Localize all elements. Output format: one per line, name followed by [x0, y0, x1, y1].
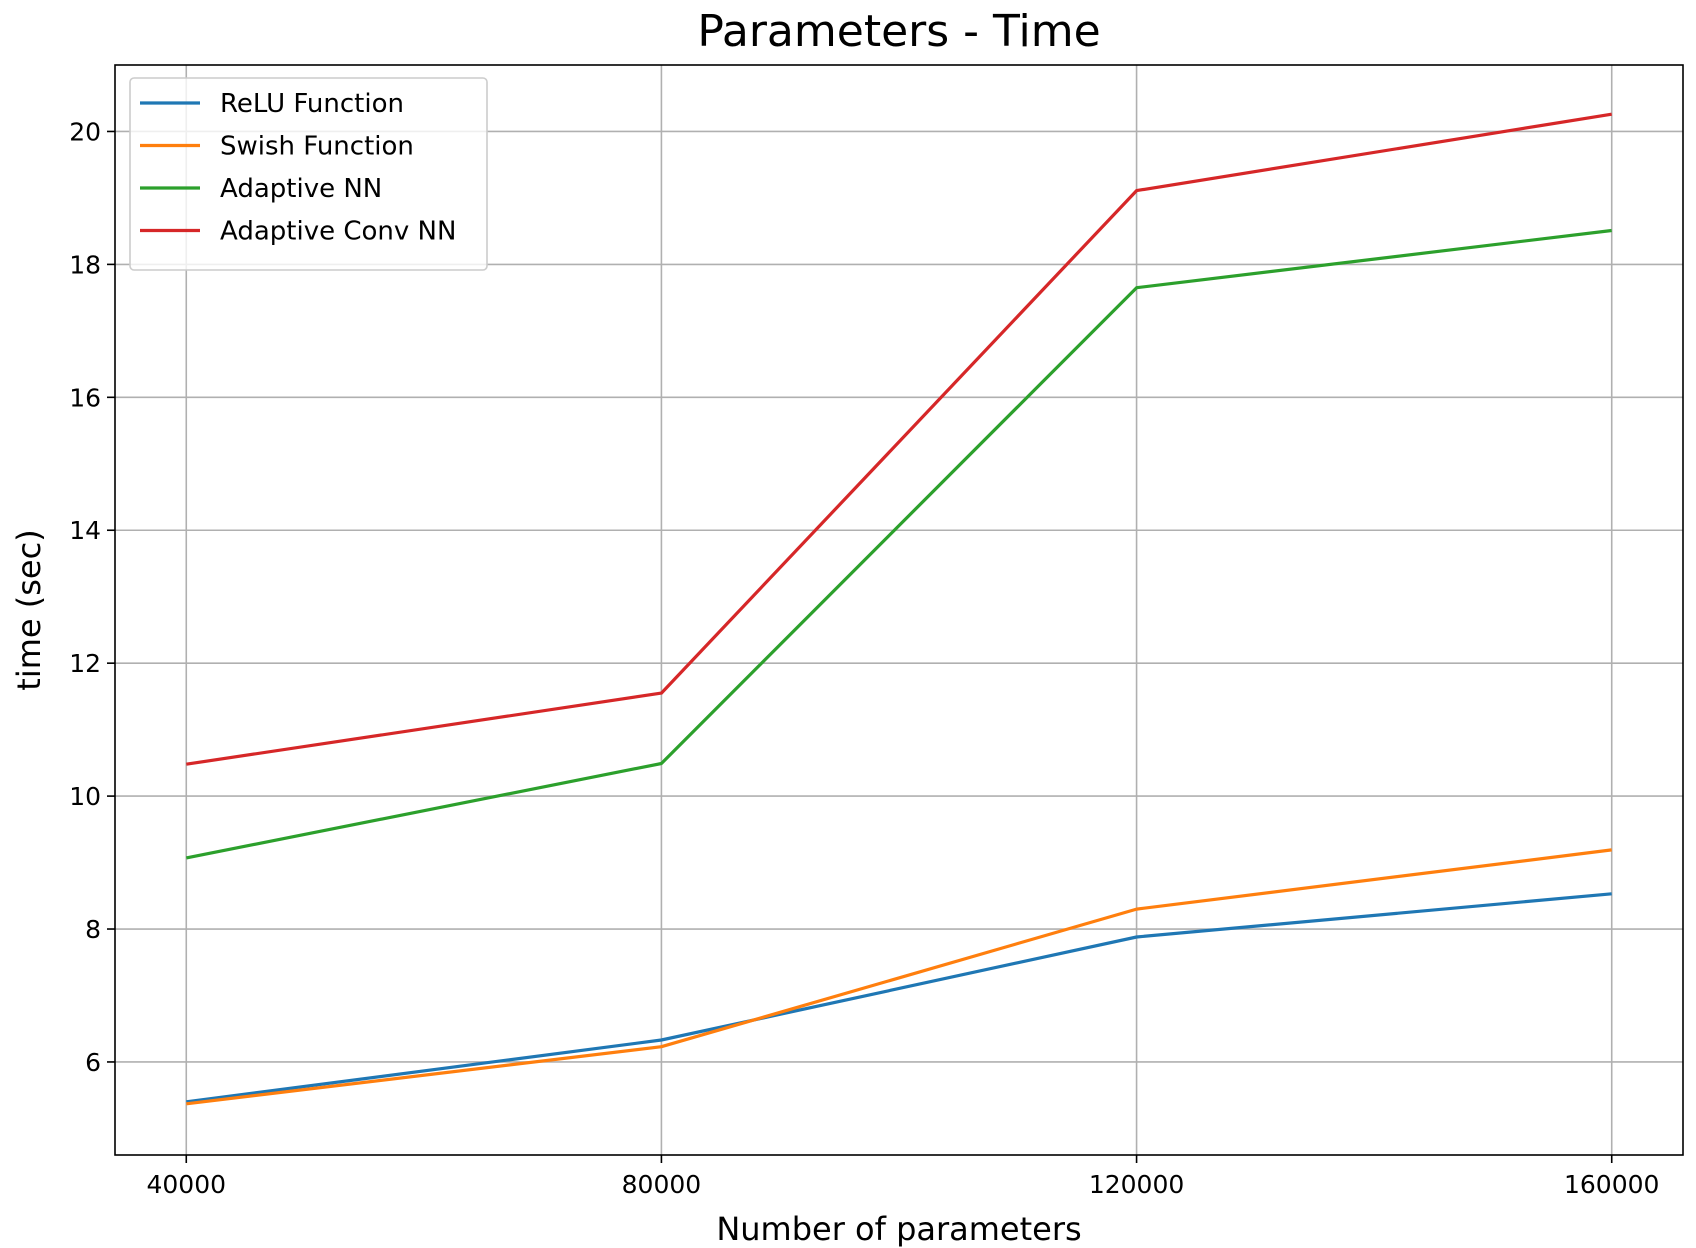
legend-label-adaptive-nn: Adaptive NN	[220, 174, 382, 204]
y-tick-label: 12	[69, 649, 101, 678]
x-tick-label: 120000	[1089, 1170, 1184, 1199]
y-tick-label: 6	[85, 1048, 101, 1077]
x-axis-ticks: 40000 80000 120000 160000	[147, 1155, 1659, 1199]
y-tick-label: 16	[69, 383, 101, 412]
x-tick-label: 40000	[147, 1170, 227, 1199]
y-tick-label: 14	[69, 516, 101, 545]
legend-label-relu-function: ReLU Function	[220, 89, 404, 119]
legend-label-swish-function: Swish Function	[220, 132, 414, 162]
x-axis-label: Number of parameters	[716, 1210, 1081, 1248]
chart-title: Parameters - Time	[697, 6, 1100, 57]
plot-frame	[114, 64, 1684, 1156]
x-tick-label: 80000	[622, 1170, 702, 1199]
y-tick-label: 18	[69, 250, 101, 279]
legend-label-adaptive-conv-nn: Adaptive Conv NN	[220, 217, 456, 247]
series-line-adaptive-conv-nn	[186, 112, 1612, 766]
y-tick-label: 8	[85, 915, 101, 944]
x-tick-label: 160000	[1564, 1170, 1659, 1199]
legend-box	[129, 77, 488, 271]
y-axis-ticks: 6 8 10 12 14 16 18 20	[69, 117, 115, 1077]
y-axis-label: time (sec)	[10, 529, 48, 690]
series-line-relu-function	[186, 892, 1612, 1104]
series-line-adaptive-nn	[185, 228, 1612, 860]
series-lines	[185, 112, 1612, 1106]
y-tick-label: 10	[69, 782, 101, 811]
legend: ReLU Function Swish Function Adaptive NN Ad…	[129, 77, 488, 271]
series-line-swish-function	[186, 848, 1612, 1106]
y-tick-label: 20	[69, 117, 101, 146]
